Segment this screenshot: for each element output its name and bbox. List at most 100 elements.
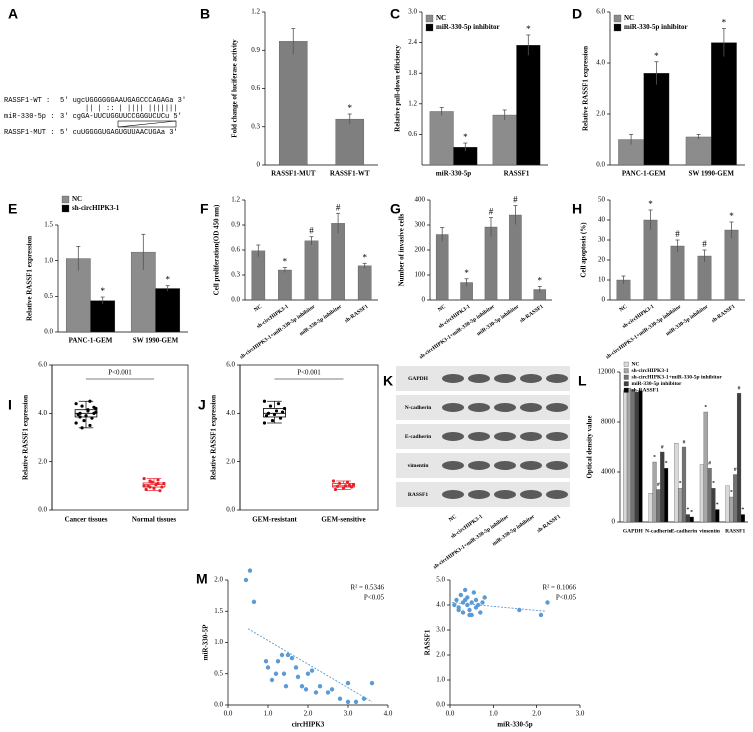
sequence: 3' cgGA-UUCUGGUUCCGGGUCUCu 5'	[60, 113, 182, 121]
y-tick-label: 1.0	[44, 256, 53, 264]
x-tick-label: 1.0	[264, 710, 273, 718]
bar	[630, 389, 635, 523]
point	[333, 487, 338, 492]
x-tick-label: 4.0	[384, 710, 393, 718]
legend-label: miR-330-5p inhibitor	[624, 23, 688, 31]
bar	[65, 258, 91, 333]
significance-mark: #	[513, 195, 518, 205]
trendline	[452, 602, 546, 612]
y-tick-label: 0.9	[231, 221, 240, 229]
bar	[711, 488, 716, 523]
panel-letter: F	[200, 201, 209, 217]
panel-letter: L	[578, 373, 587, 389]
point	[265, 665, 271, 670]
panel-letter: J	[198, 397, 206, 413]
legend-swatch	[623, 361, 629, 367]
p-value: P<0.05	[364, 594, 385, 602]
x-tick-label: NC	[437, 304, 447, 313]
point	[369, 680, 375, 686]
y-tick-label: 10	[598, 276, 606, 284]
point	[142, 484, 146, 488]
blot-band	[494, 432, 516, 441]
bar	[155, 288, 181, 333]
blot-band	[546, 461, 568, 470]
significance-mark: #	[489, 207, 494, 217]
y-tick-label: 400	[415, 196, 426, 204]
bar	[304, 240, 319, 301]
legend-swatch	[623, 387, 629, 393]
x-axis-label: miR-330-5p	[497, 721, 532, 729]
point	[351, 483, 356, 487]
significance-mark: *	[716, 502, 719, 508]
legend-swatch	[61, 204, 70, 213]
significance-mark: #	[661, 444, 664, 450]
blot-band	[546, 403, 568, 412]
point	[156, 478, 160, 482]
bar	[740, 514, 745, 523]
bar	[643, 73, 670, 166]
y-tick-label: 1.2	[408, 99, 417, 107]
point	[482, 595, 487, 600]
legend-swatch	[61, 195, 70, 204]
pairing: || | :: | |||| |||||||	[85, 105, 177, 113]
y-tick-label: 4.0	[596, 59, 605, 67]
point	[88, 423, 92, 428]
bar	[733, 474, 738, 523]
bar	[681, 446, 687, 523]
lane-label: NC	[448, 514, 458, 523]
x-tick-label: vimentin	[699, 528, 720, 534]
point	[274, 409, 279, 413]
y-tick-label: 3.0	[436, 626, 445, 634]
bar	[707, 468, 712, 523]
bar	[656, 489, 661, 523]
legend-swatch	[425, 23, 434, 32]
legend-swatch	[623, 374, 629, 380]
significance-mark: #	[657, 482, 660, 488]
blot-band	[442, 461, 464, 470]
y-axis-label: Relative RASSF1 expression	[210, 395, 218, 480]
point	[80, 426, 84, 430]
point	[467, 607, 472, 613]
point	[263, 659, 269, 664]
y-tick-label: 0.0	[44, 328, 53, 336]
x-tick-label: E-cadherin	[671, 528, 697, 534]
panel-letter: B	[200, 6, 210, 22]
point	[289, 655, 295, 661]
x-tick-label: miR-330-5p	[436, 170, 471, 178]
bar	[685, 514, 690, 523]
y-tick-label: 3.0	[408, 8, 417, 16]
significance-mark: *	[463, 132, 468, 142]
bar	[685, 136, 712, 166]
bar	[492, 114, 517, 166]
point	[78, 415, 82, 419]
y-axis-label: Number of invasive cells	[398, 213, 406, 286]
y-axis-label: RASSF1	[424, 629, 432, 655]
x-tick-label: NC	[618, 304, 628, 313]
y-tick-label: 0.5	[214, 669, 223, 677]
y-tick-label: 0.0	[214, 701, 223, 709]
x-tick-label: 0.0	[224, 710, 233, 718]
y-tick-label: 6.0	[596, 8, 605, 16]
point	[303, 687, 309, 692]
point	[282, 406, 287, 411]
y-tick-label: 0	[257, 161, 261, 169]
sequence: 5' ugcUGGGGGGAAUGAGCCCAGAGa 3'	[60, 97, 186, 105]
bar	[278, 269, 292, 301]
y-axis-label: Cell apoptosis (%)	[580, 222, 588, 278]
point	[142, 476, 146, 481]
point	[460, 610, 466, 615]
y-tick-label: 6.0	[38, 361, 47, 369]
y-tick-label: 1.5	[44, 221, 53, 229]
y-axis-label: Cell proliferation(OD 450 nm)	[213, 204, 221, 295]
legend-label: sh-circHIPK3-1	[72, 204, 120, 212]
point	[462, 587, 468, 593]
significance-mark: *	[704, 404, 707, 410]
point	[469, 600, 474, 605]
significance-mark: *	[653, 454, 656, 460]
bar	[509, 214, 522, 301]
legend-label: miR-330-5p inhibitor	[436, 23, 500, 31]
sequence-label: RASSF1-MUT :	[4, 129, 54, 137]
blot-band	[520, 432, 542, 441]
y-tick-label: 200	[415, 246, 426, 254]
